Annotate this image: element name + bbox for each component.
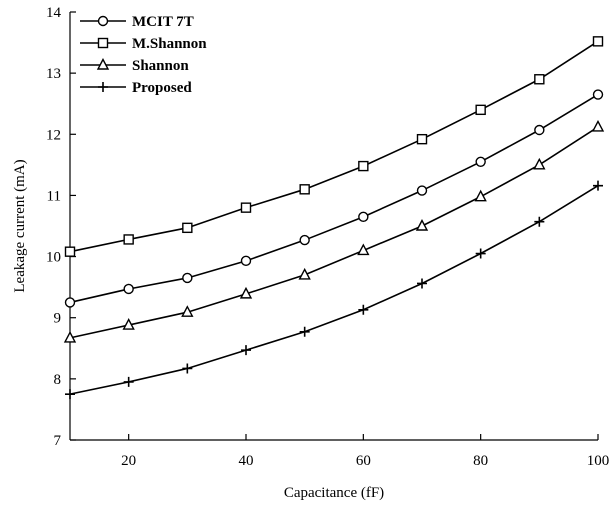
data-point-circle [475, 156, 486, 168]
data-point-plus [417, 278, 427, 289]
y-tick-label: 13 [46, 66, 61, 82]
data-point-triangle [357, 243, 370, 256]
data-point-square [592, 36, 604, 47]
x-tick-label: 60 [356, 453, 371, 469]
data-point-square [534, 74, 545, 85]
data-point-triangle [533, 157, 546, 170]
legend-label: Proposed [132, 80, 192, 96]
legend-item: M.Shannon [80, 36, 207, 52]
data-point-triangle [122, 318, 135, 330]
data-point-circle [592, 89, 604, 100]
series-line [69, 93, 599, 304]
series-line [69, 184, 599, 395]
legend-marker-plus [98, 82, 108, 92]
data-point-plus [123, 376, 134, 387]
data-point-triangle [181, 305, 194, 317]
data-point-triangle [239, 286, 253, 299]
y-axis-label: Leakage current (mA) [12, 159, 28, 292]
data-point-circle [416, 185, 428, 196]
data-point-circle [123, 283, 134, 295]
data-point-square [299, 184, 310, 195]
data-point-square [64, 246, 76, 257]
y-tick-label: 8 [54, 372, 62, 388]
legend-marker-circle [97, 15, 109, 27]
data-point-circle [182, 272, 193, 284]
data-point-triangle [591, 119, 605, 132]
series-plus [65, 180, 603, 400]
legend-marker-square [97, 37, 109, 49]
data-point-plus [475, 248, 486, 259]
x-tick-label: 80 [473, 453, 488, 469]
legend-item: Proposed [80, 80, 192, 96]
data-point-plus [241, 345, 251, 356]
data-point-plus [534, 216, 545, 227]
y-tick-label: 10 [46, 250, 61, 266]
data-point-square [358, 160, 369, 172]
y-tick-label: 14 [46, 5, 62, 21]
data-point-square [240, 202, 252, 213]
x-axis-label: Capacitance (fF) [284, 485, 384, 501]
data-point-square [123, 234, 134, 245]
y-tick-label: 12 [46, 127, 61, 143]
y-tick-label: 11 [47, 188, 61, 204]
x-axis-ticks: 20 40 60 80 100 [121, 434, 609, 469]
legend-item: Shannon [80, 57, 189, 74]
data-point-triangle [415, 218, 429, 231]
series-triangle [63, 119, 605, 343]
data-point-plus [182, 363, 193, 374]
series-group [63, 36, 605, 400]
data-point-plus [299, 326, 310, 337]
data-point-plus [358, 304, 369, 315]
data-point-triangle [298, 267, 311, 280]
data-point-circle [64, 297, 76, 308]
series-square [64, 36, 604, 257]
y-tick-label: 7 [54, 433, 62, 449]
legend-label: M.Shannon [132, 36, 207, 52]
data-point-square [416, 133, 428, 145]
data-point-square [182, 222, 193, 234]
legend-label: MCIT 7T [132, 14, 194, 30]
x-tick-label: 40 [239, 453, 254, 469]
data-point-triangle [63, 330, 77, 343]
series-line [69, 40, 599, 253]
data-point-circle [534, 124, 545, 136]
data-point-plus [593, 180, 603, 191]
axes [69, 12, 598, 441]
x-tick-label: 20 [121, 453, 136, 469]
y-axis-ticks: 7 8 9 10 11 12 13 14 [46, 5, 76, 449]
data-point-circle [358, 211, 369, 223]
data-point-circle [299, 234, 310, 246]
data-point-circle [240, 255, 252, 267]
legend: MCIT 7T M.Shannon Shannon Proposed [80, 14, 207, 96]
data-point-plus [65, 389, 75, 400]
y-tick-label: 9 [54, 311, 62, 327]
data-point-triangle [474, 189, 487, 202]
data-point-square [475, 104, 486, 116]
x-tick-label: 100 [587, 453, 610, 469]
legend-label: Shannon [132, 58, 189, 74]
series-circle [64, 89, 604, 308]
legend-item: MCIT 7T [80, 14, 194, 30]
legend-marker-triangle [96, 57, 110, 70]
series-line [69, 126, 599, 339]
